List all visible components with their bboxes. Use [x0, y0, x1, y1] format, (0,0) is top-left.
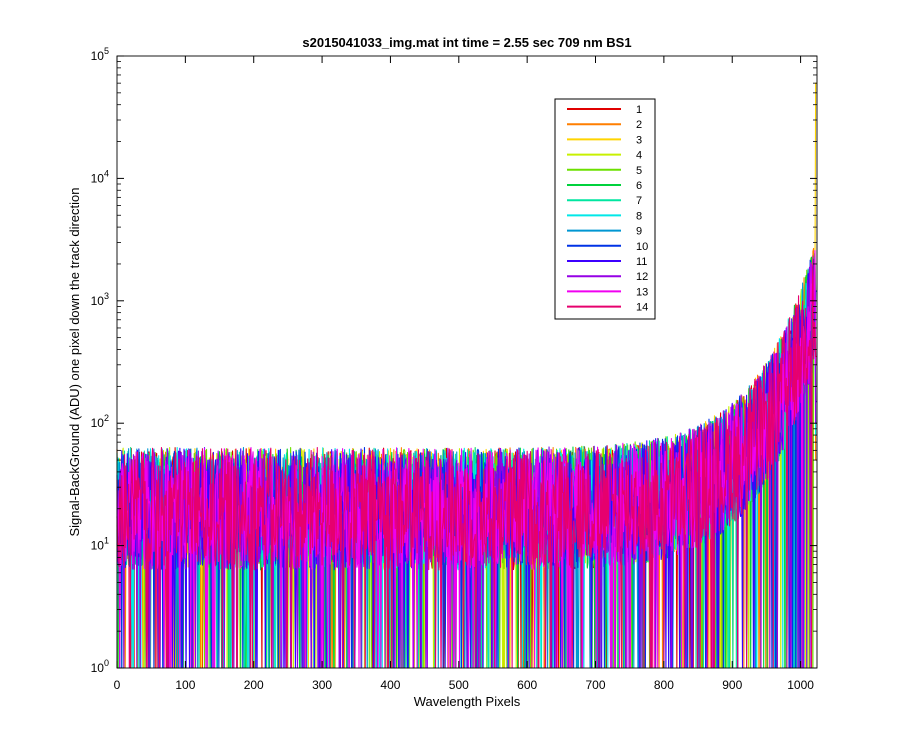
plot-area	[116, 55, 818, 669]
x-axis-label: Wavelength Pixels	[414, 694, 521, 709]
x-tick-label: 700	[586, 678, 606, 692]
y-tick-label: 104	[91, 168, 109, 185]
x-tick-label: 1000	[787, 678, 814, 692]
x-tick-label: 200	[244, 678, 264, 692]
legend-box	[554, 98, 656, 320]
legend-label-1: 1	[636, 104, 642, 116]
y-tick-label: 101	[91, 536, 109, 553]
x-tick-label: 600	[517, 678, 537, 692]
x-tick-label: 800	[654, 678, 674, 692]
x-tick-label: 500	[449, 678, 469, 692]
legend-label-6: 6	[636, 180, 642, 192]
legend-label-10: 10	[636, 241, 648, 253]
y-tick-label: 103	[91, 291, 109, 308]
legend-label-11: 11	[636, 256, 647, 268]
legend-label-14: 14	[636, 302, 648, 314]
axes: 0 100 200 300 400 500 600 700 800 900 100010010110…	[91, 46, 817, 692]
legend-label-8: 8	[636, 210, 642, 222]
legend-label-12: 12	[636, 271, 648, 283]
chart-title: s2015041033_img.mat int time = 2.55 sec …	[302, 35, 631, 50]
y-tick-label: 100	[91, 658, 109, 675]
legend-label-3: 3	[636, 134, 642, 146]
y-tick-label: 102	[91, 413, 109, 430]
y-axis-label: Signal-BackGround (ADU) one pixel down t…	[67, 187, 82, 536]
legend-label-4: 4	[636, 150, 642, 162]
x-tick-label: 100	[175, 678, 195, 692]
x-tick-label: 400	[380, 678, 400, 692]
x-tick-label: 900	[722, 678, 742, 692]
x-tick-label: 300	[312, 678, 332, 692]
legend-label-7: 7	[636, 195, 642, 207]
legend-label-13: 13	[636, 286, 648, 298]
y-tick-label: 105	[91, 46, 109, 63]
plot-frame	[116, 55, 818, 669]
legend-label-5: 5	[636, 165, 642, 177]
x-tick-label: 0	[114, 678, 121, 692]
legend-label-2: 2	[636, 119, 642, 131]
series-line-14	[116, 255, 817, 669]
legend-label-9: 9	[636, 226, 642, 238]
